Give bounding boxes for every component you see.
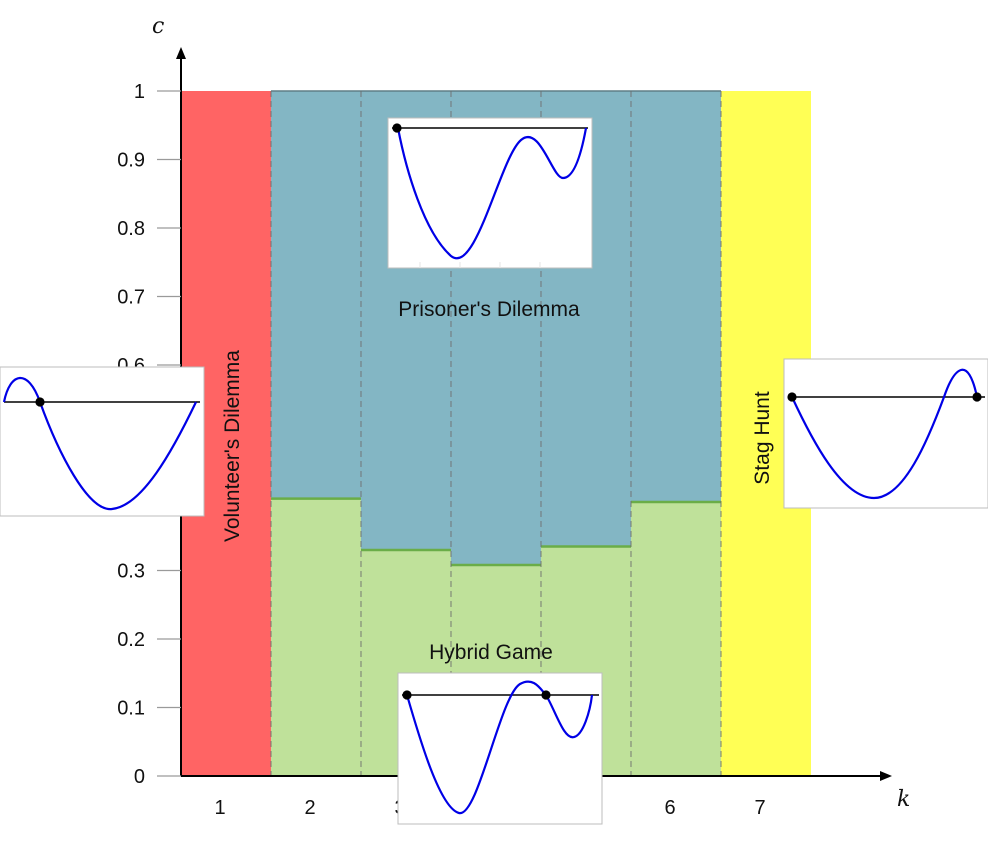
y-tick-label: 0 [134,766,145,788]
inset-fixed-point [402,690,412,700]
inset-fixed-point [541,690,551,700]
inset-fixed-point [392,123,402,133]
y-ticks: 00.10.20.30.40.50.60.70.80.91 [117,81,181,788]
stag-hunt-inset-curve [791,368,979,500]
x-axis-label: k [897,787,910,812]
x-tick-label: 7 [754,797,765,819]
y-tick-label: 0.3 [117,561,145,583]
prisoners-dilemma-label: Prisoner's Dilemma [398,298,580,321]
volunteers-dilemma-inset [0,366,205,517]
y-tick-label: 0.8 [117,218,145,240]
inset-fixed-point [787,392,797,402]
y-tick-label: 0.7 [117,287,145,309]
y-tick-label: 1 [134,81,145,103]
stag-hunt-inset [783,358,988,509]
prisoners-dilemma-region-k2 [271,91,361,499]
y-axis-label: c [152,14,164,39]
inset-fixed-point [35,397,45,407]
y-tick-label: 0.2 [117,629,145,651]
hybrid-game-label: Hybrid Game [429,641,553,664]
hybrid-game-inset-curve [405,680,594,815]
x-tick-label: 1 [214,797,225,819]
y-axis-arrow-icon [176,47,186,59]
prisoners-dilemma-inset-curve [396,127,588,260]
hybrid-game-inset [397,672,603,825]
y-tick-label: 0.9 [117,150,145,172]
volunteers-dilemma-inset-curve [2,376,197,511]
x-tick-label: 6 [664,797,675,819]
x-axis-arrow-icon [880,771,892,781]
volunteers-dilemma-label: Volunteer's Dilemma [221,350,244,542]
hybrid-game-region-k6 [631,502,721,776]
inset-fixed-point [972,392,982,402]
stag-hunt-label: Stag Hunt [751,391,774,485]
hybrid-game-region-k2 [271,498,361,776]
x-tick-label: 2 [304,797,315,819]
y-tick-label: 0.1 [117,698,145,720]
region-fills [181,90,811,776]
prisoners-dilemma-inset [387,117,593,269]
prisoners-dilemma-region-k6 [631,91,721,502]
